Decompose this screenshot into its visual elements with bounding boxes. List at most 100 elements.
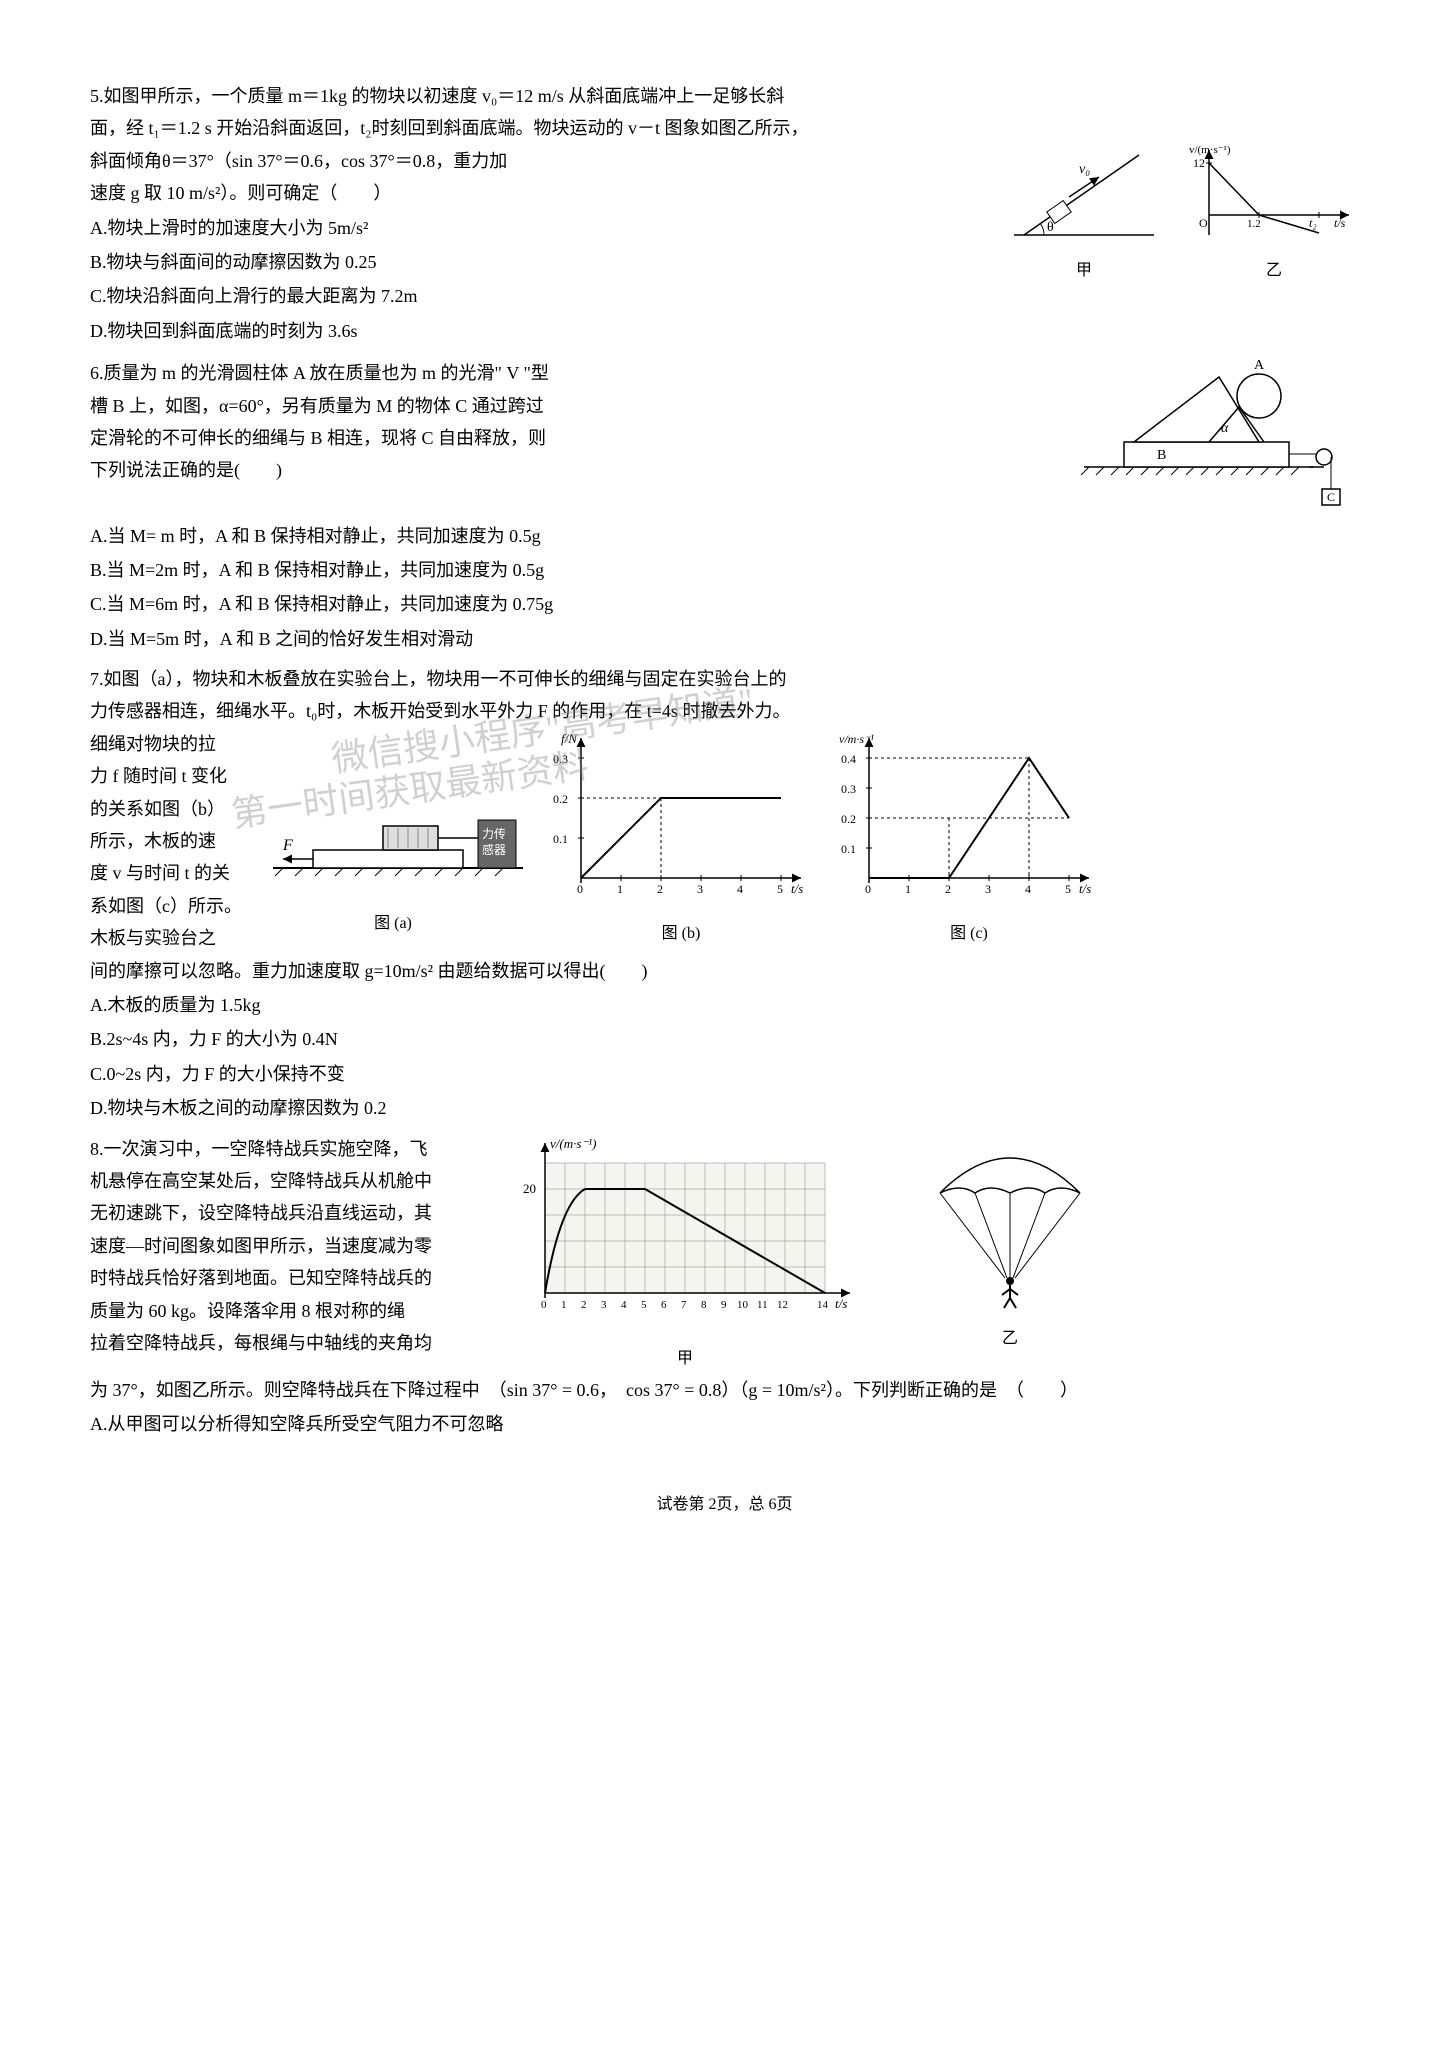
q5-theta-label: θ — [1047, 220, 1054, 235]
q8-x8: 8 — [701, 1299, 707, 1311]
q5-text: 5.如图甲所示，一个质量 m＝1kg 的物块以初速度 v₀＝12 m/s 从斜面… — [90, 80, 1359, 349]
q8-x14: 14 — [817, 1299, 829, 1311]
q8-x12: 12 — [777, 1299, 788, 1311]
q8-line2: 机悬停在高空某处后，空降特战兵从机舱中 — [90, 1171, 432, 1191]
q6-A-label: A — [1254, 358, 1265, 373]
q6-line4: 下列说法正确的是( ) — [90, 460, 282, 480]
q7c-y3: 0.3 — [841, 782, 856, 796]
q7b-x4: 4 — [737, 882, 743, 896]
q5-line2: 面，经 t₁＝1.2 s 开始沿斜面返回，t₂时刻回到斜面底端。物块运动的 v－… — [90, 118, 809, 138]
q7-F-label: F — [282, 837, 293, 854]
q5-line4: 速度 g 取 10 m/s²）。则可确定（ ） — [90, 183, 391, 203]
q8-x3: 3 — [601, 1299, 607, 1311]
q7b-x0: 0 — [577, 882, 583, 896]
q8-line4: 速度—时间图象如图甲所示，当速度减为零 — [90, 1236, 432, 1256]
q8-x10: 10 — [737, 1299, 749, 1311]
q6-figure: α A B C — [1079, 357, 1359, 517]
q6-line2: 槽 B 上，如图，α=60°，另有质量为 M 的物体 C 通过跨过 — [90, 396, 544, 416]
q8-x2: 2 — [581, 1299, 587, 1311]
q6-optB: B.当 M=2m 时，A 和 B 保持相对静止，共同加速度为 0.5g — [90, 554, 1359, 586]
q7c-ylabel: v/m·s⁻¹ — [839, 732, 874, 746]
q5-optA: A.物块上滑时的加速度大小为 5m/s² — [90, 212, 1009, 244]
q7c-x1: 1 — [905, 882, 911, 896]
q7-optD: D.物块与木板之间的动摩擦因数为 0.2 — [90, 1092, 1359, 1124]
q7c-y1: 0.1 — [841, 842, 856, 856]
q7-sl6: 系如图（c）所示。 — [90, 896, 242, 916]
q5-xtick-t2: t₂ — [1309, 216, 1317, 230]
q7-fig-b: f/N t/s 0.1 0.2 0.3 0 1 2 3 4 5 图 (b) — [541, 728, 821, 949]
q7-sensor-lbl2: 感器 — [482, 842, 506, 857]
q8-ylabel: v/(m·s⁻¹) — [550, 1136, 597, 1151]
q7-line1: 7.如图（a），物块和木板叠放在实验台上，物块用一不可伸长的细绳与固定在实验台上… — [90, 669, 787, 689]
q8-line1: 8.一次演习中，一空降特战兵实施空降，飞 — [90, 1139, 428, 1159]
q8-line7: 拉着空降特战兵，每根绳与中轴线的夹角均 — [90, 1333, 432, 1353]
q6-line3: 定滑轮的不可伸长的细绳与 B 相连，现将 C 自由释放，则 — [90, 428, 546, 448]
q7c-x4: 4 — [1025, 882, 1031, 896]
q7b-x1: 1 — [617, 882, 623, 896]
q7-sl5: 度 v 与时间 t 的关 — [90, 863, 230, 883]
q7b-x3: 3 — [697, 882, 703, 896]
q8-line5: 时特战兵恰好落到地面。已知空降特战兵的 — [90, 1268, 432, 1288]
q8-post: 为 37°，如图乙所示。则空降特战兵在下降过程中 （sin 37° = 0.6，… — [90, 1380, 1078, 1400]
question-7: 7.如图（a），物块和木板叠放在实验台上，物块用一不可伸长的细绳与固定在实验台上… — [90, 663, 1359, 1124]
q7-figC-label: 图 (c) — [829, 920, 1109, 949]
question-6: 6.质量为 m 的光滑圆柱体 A 放在质量也为 m 的光滑" V "型 槽 B … — [90, 357, 1359, 655]
q7b-ylabel: f/N — [561, 731, 578, 746]
q5-origin: O — [1199, 216, 1208, 230]
q7c-xlabel: t/s — [1079, 881, 1091, 896]
q5-optB: B.物块与斜面间的动摩擦因数为 0.25 — [90, 246, 1009, 278]
q7-figA-label: 图 (a) — [253, 910, 533, 939]
q7-optA: A.木板的质量为 1.5kg — [90, 989, 1359, 1021]
q7-sl3: 的关系如图（b） — [90, 799, 225, 819]
q7b-y1: 0.1 — [553, 832, 568, 846]
q8-x0: 0 — [541, 1299, 547, 1311]
q8-y20: 20 — [523, 1181, 536, 1196]
q8-x9: 9 — [721, 1299, 727, 1311]
q5-xaxis-label: t/s — [1334, 216, 1346, 230]
q8-line6: 质量为 60 kg。设降落伞用 8 根对称的绳 — [90, 1301, 405, 1321]
q7c-y2: 0.2 — [841, 812, 856, 826]
q7b-xlabel: t/s — [791, 881, 803, 896]
q6-optD: D.当 M=5m 时，A 和 B 之间的恰好发生相对滑动 — [90, 623, 1359, 655]
q7-sl7: 木板与实验台之 — [90, 928, 216, 948]
q8-line3: 无初速跳下，设空降特战兵沿直线运动，其 — [90, 1203, 432, 1223]
q7-fig-a: 力传 感器 F 图 (a) — [253, 778, 533, 939]
q7-figB-label: 图 (b) — [541, 920, 821, 949]
q7-sl1: 细绳对物块的拉 — [90, 734, 216, 754]
q6-C-label: C — [1327, 490, 1335, 504]
q7-fig-c: v/m·s⁻¹ t/s 0.1 0.2 0.3 0.4 0 1 2 3 4 5 — [829, 728, 1109, 949]
q7c-x3: 3 — [985, 882, 991, 896]
q5-line3: 斜面倾角θ＝37°（sin 37°＝0.6，cos 37°＝0.8，重力加 — [90, 151, 507, 171]
q7b-x5: 5 — [777, 882, 783, 896]
q7c-x2: 2 — [945, 882, 951, 896]
q7b-y3: 0.3 — [553, 752, 568, 766]
q7-sl4: 所示，木板的速 — [90, 831, 216, 851]
q6-B-label: B — [1157, 448, 1166, 463]
q8-x5: 5 — [641, 1299, 647, 1311]
q8-graph: v/(m·s⁻¹) t/s 20 0 1 2 3 4 5 6 7 8 9 10 … — [505, 1133, 865, 1374]
q7-optC: C.0~2s 内，力 F 的大小保持不变 — [90, 1058, 1359, 1090]
q6-line1: 6.质量为 m 的光滑圆柱体 A 放在质量也为 m 的光滑" V "型 — [90, 363, 549, 383]
q7c-x5: 5 — [1065, 882, 1071, 896]
question-5: 5.如图甲所示，一个质量 m＝1kg 的物块以初速度 v₀＝12 m/s 从斜面… — [90, 80, 1359, 349]
q5-v0-label: v₀ — [1079, 162, 1090, 177]
question-8: 8.一次演习中，一空降特战兵实施空降，飞 机悬停在高空某处后，空降特战兵从机舱中… — [90, 1133, 1359, 1441]
q5-optC: C.物块沿斜面向上滑行的最大距离为 7.2m — [90, 280, 1009, 312]
q5-fig1-label: 甲 — [1009, 257, 1159, 286]
q8-optA: A.从甲图可以分析得知空降兵所受空气阻力不可忽略 — [90, 1408, 1359, 1440]
q8-x6: 6 — [661, 1299, 667, 1311]
q5-line1: 5.如图甲所示，一个质量 m＝1kg 的物块以初速度 v₀＝12 m/s 从斜面… — [90, 86, 784, 106]
q7-line2: 力传感器相连，细绳水平。t₀时，木板开始受到水平外力 F 的作用，在 t=4s … — [90, 701, 790, 721]
q7b-y2: 0.2 — [553, 792, 568, 806]
q8-x1: 1 — [561, 1299, 567, 1311]
page-footer: 试卷第 2页，总 6页 — [90, 1491, 1359, 1520]
q7-sl2: 力 f 随时间 t 变化 — [90, 766, 227, 786]
q8-x7: 7 — [681, 1299, 687, 1311]
q7c-y4: 0.4 — [841, 752, 856, 766]
q5-yaxis-label: v/(m·s⁻¹) — [1189, 145, 1231, 156]
q8-parachute-figure: 乙 — [920, 1133, 1100, 1354]
q8-x4: 4 — [621, 1299, 627, 1311]
q6-alpha-label: α — [1221, 421, 1229, 436]
q8-fig1-label: 甲 — [505, 1345, 865, 1374]
q7-optB: B.2s~4s 内，力 F 的大小为 0.4N — [90, 1023, 1359, 1055]
